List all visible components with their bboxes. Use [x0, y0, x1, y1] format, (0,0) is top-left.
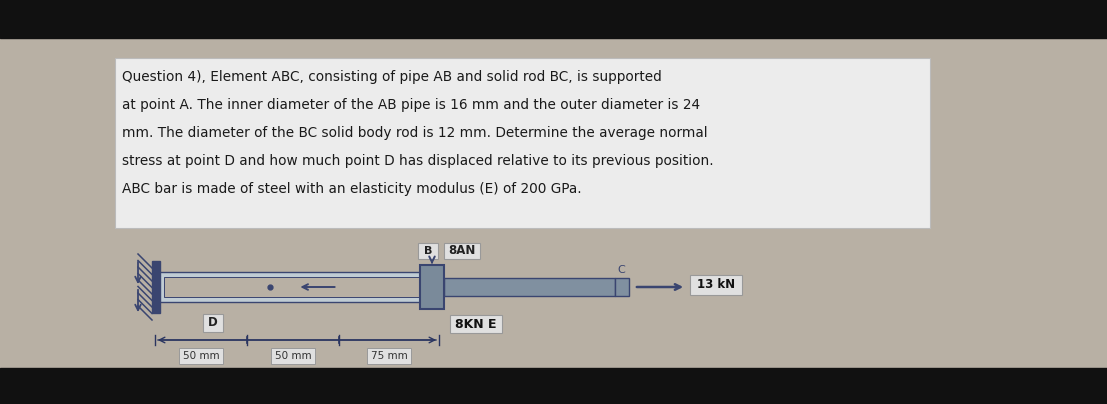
Bar [0, 368, 1107, 404]
Bar [444, 243, 480, 259]
Bar [690, 275, 742, 295]
Bar [203, 314, 223, 332]
Text: B: B [424, 246, 432, 256]
Text: 13 kN: 13 kN [697, 278, 735, 292]
Bar [179, 348, 223, 364]
Bar [0, 38, 1107, 368]
Text: stress at point D and how much point D has displaced relative to its previous po: stress at point D and how much point D h… [122, 154, 714, 168]
Bar [152, 261, 161, 313]
Bar [444, 278, 615, 296]
Text: 75 mm: 75 mm [371, 351, 407, 361]
Text: D: D [208, 316, 218, 330]
Text: 8AN: 8AN [448, 244, 476, 257]
Bar [368, 348, 411, 364]
Bar [271, 348, 315, 364]
Bar [115, 58, 930, 228]
Bar [451, 315, 501, 333]
Text: C: C [617, 265, 624, 275]
Text: at point A. The inner diameter of the AB pipe is 16 mm and the outer diameter is: at point A. The inner diameter of the AB… [122, 98, 700, 112]
Text: 50 mm: 50 mm [183, 351, 219, 361]
Text: Question 4), Element ABC, consisting of pipe AB and solid rod BC, is supported: Question 4), Element ABC, consisting of … [122, 70, 662, 84]
Bar [420, 265, 444, 309]
Text: mm. The diameter of the BC solid body rod is 12 mm. Determine the average normal: mm. The diameter of the BC solid body ro… [122, 126, 707, 140]
Bar [418, 243, 438, 259]
Text: 50 mm: 50 mm [275, 351, 311, 361]
Bar [615, 278, 629, 296]
Bar [0, 0, 1107, 38]
Bar [164, 277, 431, 297]
Text: 8KN E: 8KN E [455, 318, 497, 330]
Text: ABC bar is made of steel with an elasticity modulus (E) of 200 GPa.: ABC bar is made of steel with an elastic… [122, 182, 581, 196]
Bar [161, 272, 435, 302]
